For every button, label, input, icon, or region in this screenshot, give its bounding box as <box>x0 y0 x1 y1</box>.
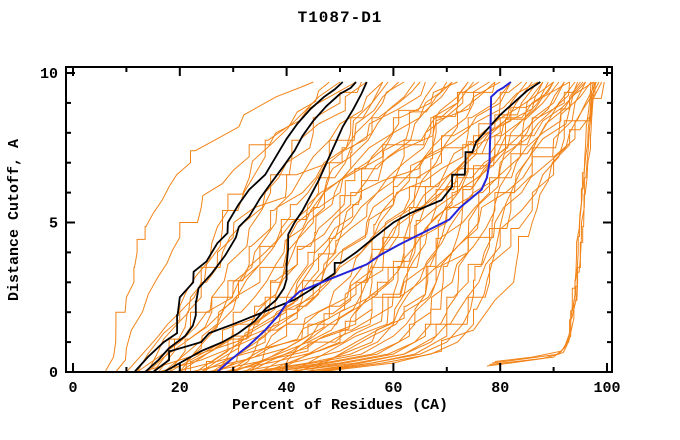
ensemble-curve-30 <box>275 81 581 373</box>
x-tick-label: 60 <box>384 380 402 397</box>
ensemble-curve-15 <box>195 81 496 373</box>
selected-model-3 <box>163 81 368 373</box>
ensemble-curve-37 <box>313 81 603 373</box>
ensemble-curve-11 <box>174 81 474 373</box>
ensemble-curve-49 <box>270 81 565 373</box>
ensemble-curve-35 <box>302 81 597 373</box>
ensemble-curve-55 <box>248 81 469 373</box>
y-tick-label: 10 <box>40 66 58 83</box>
y-tick-label: 0 <box>49 365 58 382</box>
ensemble-curve-56 <box>211 81 538 373</box>
x-axis-label: Percent of Residues (CA) <box>231 397 449 414</box>
ensemble-curve-17 <box>206 81 512 373</box>
ensemble-curve-27 <box>259 81 565 373</box>
selected-model-4 <box>152 81 541 373</box>
ensemble-curve-57 <box>227 81 555 373</box>
ensemble-curve-26 <box>254 81 560 373</box>
ensemble-curve-48 <box>259 81 554 373</box>
selected-model-1 <box>133 81 344 373</box>
x-tick-label: 40 <box>278 380 296 397</box>
ensemble-curve-54 <box>200 81 384 373</box>
ensemble-curve-34 <box>297 81 594 373</box>
selected-model-2 <box>144 81 357 373</box>
ensemble-curve-41 <box>168 81 384 373</box>
ensemble-curve-7 <box>152 81 426 373</box>
ensemble-curve-47 <box>249 81 544 373</box>
ensemble-curve-61 <box>486 81 594 367</box>
ensemble-curve-46 <box>232 81 469 373</box>
ensemble-curve-1 <box>104 81 314 373</box>
ensemble-curve-33 <box>291 81 592 373</box>
x-tick-label: 80 <box>491 380 509 397</box>
reference-model <box>216 81 512 373</box>
x-tick-label: 20 <box>171 380 189 397</box>
ensemble-curve-51 <box>302 81 579 373</box>
ensemble-curve-36 <box>307 81 600 373</box>
ensemble-curve-20 <box>222 81 528 373</box>
ensemble-curve-4 <box>136 81 389 373</box>
ensemble-curve-13 <box>184 81 490 373</box>
ensemble-curve-53 <box>318 81 605 373</box>
ensemble-curve-29 <box>270 81 576 373</box>
ensemble-curve-25 <box>248 81 555 373</box>
ensemble-curve-42 <box>179 81 400 373</box>
ensemble-curve-16 <box>200 81 501 373</box>
ensemble-curve-32 <box>286 81 587 373</box>
ensemble-curve-9 <box>163 81 448 373</box>
ensemble-curve-45 <box>216 81 453 373</box>
ensemble-curve-12 <box>179 81 480 373</box>
ensemble-curve-59 <box>492 81 596 364</box>
ensemble-curve-31 <box>280 81 584 373</box>
x-tick-label: 0 <box>68 380 77 397</box>
y-axis-label: Distance Cutoff, A <box>6 138 23 302</box>
ensemble-curve-2 <box>115 81 357 373</box>
chart-title: T1087-D1 <box>297 9 383 27</box>
ensemble-curve-22 <box>233 81 538 373</box>
ensemble-curve-23 <box>238 81 544 373</box>
y-tick-label: 5 <box>49 216 58 233</box>
ensemble-curve-44 <box>206 81 437 372</box>
ensemble-curve-50 <box>286 81 571 373</box>
ensemble-curve-39 <box>147 81 341 373</box>
ensemble-curve-18 <box>211 81 512 373</box>
x-tick-label: 100 <box>593 380 620 397</box>
